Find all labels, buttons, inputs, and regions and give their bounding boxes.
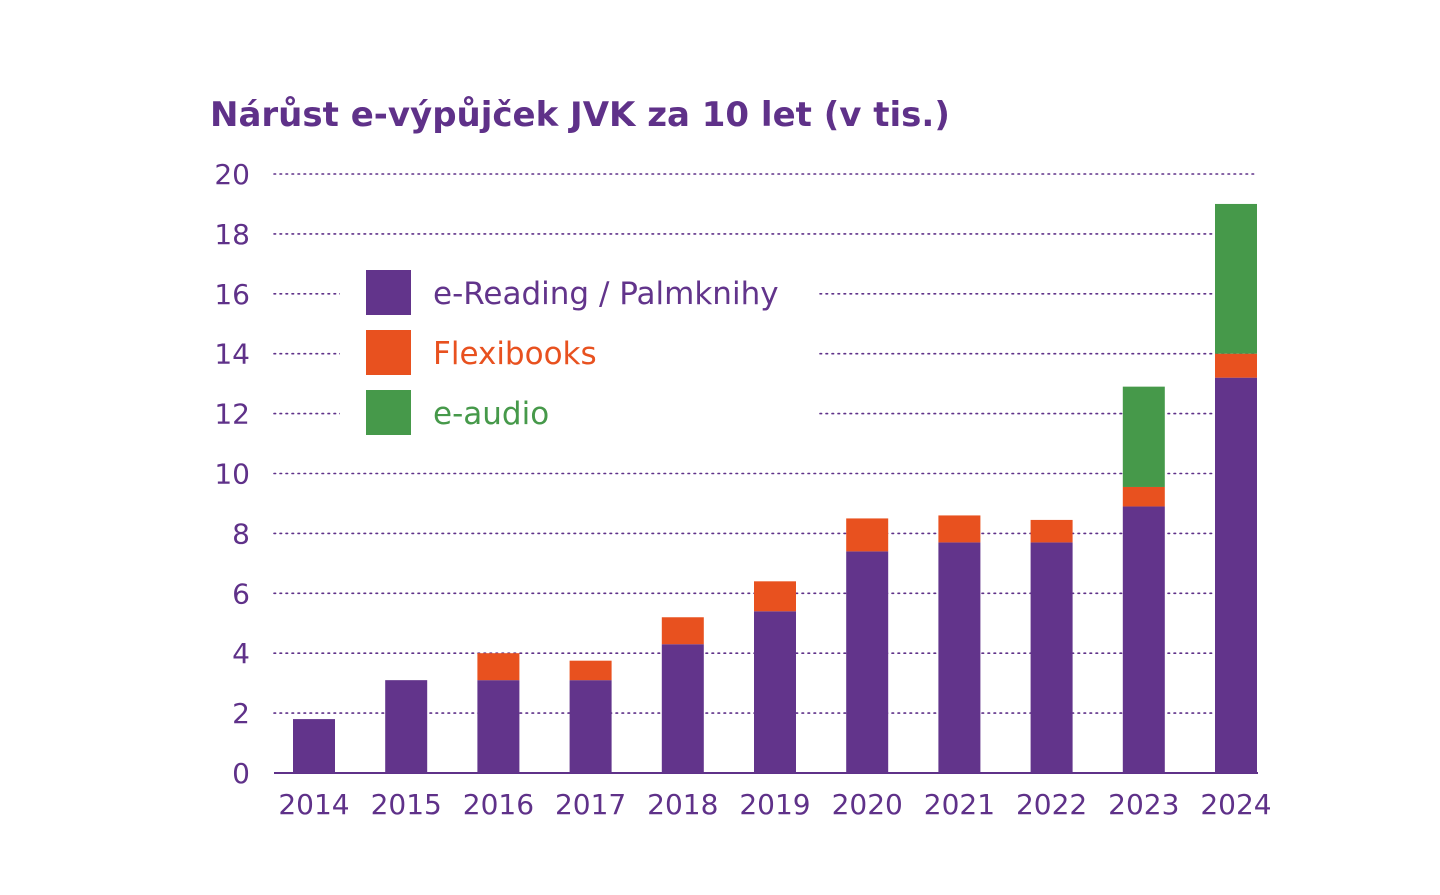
legend-swatch (366, 390, 411, 435)
bar-segment-2021-series-1 (938, 515, 981, 543)
bar-segment-2018-series-0 (661, 644, 704, 773)
bar-segment-2016-series-1 (477, 653, 520, 681)
legend-label: e-audio (433, 396, 549, 432)
legend-swatch (366, 270, 411, 315)
bar-segment-2022-series-1 (1030, 519, 1073, 543)
legend-background (340, 258, 818, 446)
y-axis-ticks: 0 2 4 6 8 10 12 14 16 18 20 (214, 158, 250, 790)
bar-segment-2024-series-2 (1215, 203, 1257, 354)
bar-segment-2020-series-1 (846, 518, 889, 552)
bar-segment-2020-series-0 (846, 551, 889, 773)
bar-segment-2017-series-1 (569, 660, 612, 681)
y-tick-label: 6 (232, 577, 250, 610)
bar-segment-2023-series-2 (1122, 386, 1165, 487)
bars (293, 203, 1257, 773)
bar-segment-2023-series-1 (1122, 486, 1165, 507)
y-tick-label: 0 (232, 757, 250, 790)
x-axis-ticks: 2014 2015 2016 2017 2018 2019 2020 2021 2022 2023… (278, 788, 1271, 821)
x-tick-label: 2019 (739, 788, 810, 821)
x-tick-label: 2014 (278, 788, 349, 821)
y-tick-label: 2 (232, 697, 250, 730)
bar-segment-2021-series-0 (938, 542, 981, 773)
legend: e-Reading / Palmknihy Flexibooks e-audio (366, 270, 779, 435)
x-tick-label: 2016 (463, 788, 534, 821)
bar-segment-2018-series-1 (661, 617, 704, 645)
bar-segment-2024-series-1 (1215, 353, 1257, 378)
x-tick-label: 2021 (924, 788, 995, 821)
legend-swatch (366, 330, 411, 375)
y-tick-label: 4 (232, 637, 250, 670)
legend-label: e-Reading / Palmknihy (433, 276, 779, 312)
x-tick-label: 2018 (647, 788, 718, 821)
bar-segment-2019-series-0 (754, 611, 796, 773)
y-tick-label: 8 (232, 517, 250, 550)
bar-segment-2016-series-0 (477, 680, 520, 773)
y-tick-label: 10 (214, 458, 250, 491)
y-tick-label: 20 (214, 158, 250, 191)
bar-segment-2023-series-0 (1122, 506, 1165, 773)
y-tick-label: 18 (214, 218, 250, 251)
x-tick-label: 2022 (1016, 788, 1087, 821)
bar-segment-2019-series-1 (754, 581, 796, 612)
x-tick-label: 2015 (371, 788, 442, 821)
y-tick-label: 14 (214, 338, 250, 371)
chart-title: Nárůst e-výpůjček JVK za 10 let (v tis.) (210, 95, 950, 135)
x-tick-label: 2024 (1200, 788, 1271, 821)
x-tick-label: 2023 (1108, 788, 1179, 821)
legend-label: Flexibooks (433, 336, 597, 372)
bar-segment-2022-series-0 (1030, 542, 1073, 773)
bar-segment-2017-series-0 (569, 680, 612, 773)
x-tick-label: 2020 (832, 788, 903, 821)
bar-segment-2015-series-0 (385, 680, 428, 773)
y-tick-label: 16 (214, 278, 250, 311)
x-tick-label: 2017 (555, 788, 626, 821)
bar-segment-2014-series-0 (293, 719, 335, 773)
bar-segment-2024-series-0 (1215, 377, 1257, 773)
y-tick-label: 12 (214, 398, 250, 431)
